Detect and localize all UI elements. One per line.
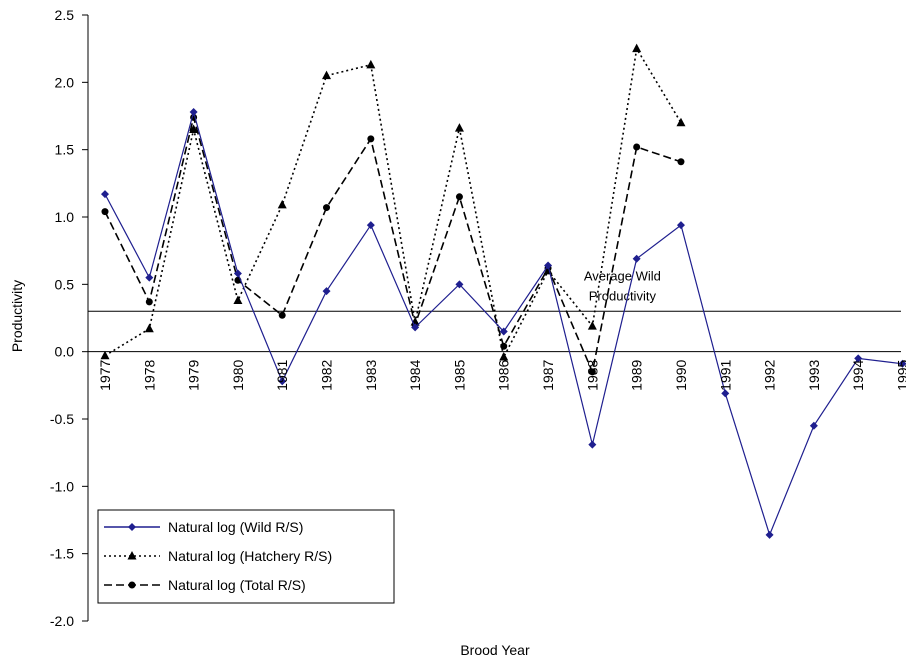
y-tick-label: -1.0 [50, 478, 74, 494]
x-tick-label: 1985 [451, 359, 467, 390]
legend: Natural log (Wild R/S) Natural log (Hatch… [97, 509, 395, 604]
x-axis-label: Brood Year [460, 642, 530, 658]
data-point [587, 321, 597, 330]
legend-box [97, 509, 395, 604]
x-tick-label: 1990 [673, 359, 689, 390]
data-point [189, 107, 198, 116]
data-point [898, 359, 906, 368]
data-point [500, 342, 508, 350]
data-point [145, 273, 154, 282]
series-line [104, 109, 903, 537]
y-tick-label: 0.5 [55, 276, 75, 292]
x-tick-label: 1983 [363, 359, 379, 390]
reference-line-label-line1: Average Wild [584, 268, 661, 283]
reference-line-label-line2: Productivity [589, 288, 657, 303]
x-tick-labels: 1977 1978 1979 1980 1981 1982 1983 1984 1985 1986… [97, 359, 906, 390]
data-point [765, 530, 774, 539]
y-tick-label: 2.5 [55, 7, 75, 23]
x-tick-label: 1986 [496, 359, 512, 390]
data-point [322, 70, 332, 80]
data-point [411, 323, 420, 332]
data-point [145, 298, 153, 306]
data-point [633, 143, 641, 151]
y-tick-label: -1.5 [50, 546, 74, 562]
x-tick-label: 1988 [584, 359, 600, 390]
legend-entry-label: Natural log (Hatchery R/S) [168, 548, 332, 564]
x-tick-label: 1994 [850, 359, 866, 390]
axes: 2.5 2.0 1.5 1.0 0.5 0.0 -0.5 -1.0 -1.5 -2.0 [50, 7, 901, 629]
data-point [100, 350, 110, 360]
legend-swatch-marker [128, 523, 136, 531]
data-point [277, 199, 287, 209]
y-tick-label: 0.0 [55, 344, 75, 360]
series-line [104, 46, 682, 360]
y-axis-label: Productivity [9, 280, 25, 352]
series-0 [101, 107, 906, 539]
data-point [676, 117, 686, 127]
data-point [366, 221, 375, 230]
x-tick-label: 1987 [540, 359, 556, 390]
x-tick-label: 1995 [894, 359, 906, 390]
y-tick-label: 1.5 [55, 142, 75, 158]
data-point [499, 327, 508, 336]
data-point [499, 352, 509, 361]
x-tick-label: 1992 [762, 359, 778, 390]
reference-line-group: Average Wild Productivity [88, 268, 901, 312]
x-tick-label: 1977 [97, 359, 113, 390]
series-1 [100, 43, 686, 361]
data-point [101, 208, 109, 216]
x-tick-label: 1989 [629, 359, 645, 390]
data-point [588, 440, 597, 449]
data-point [454, 123, 464, 132]
data-point [854, 354, 863, 363]
x-tick-label: 1979 [186, 359, 202, 390]
data-point [544, 261, 553, 270]
data-point [367, 135, 375, 143]
data-point [322, 287, 331, 296]
data-point [366, 59, 376, 69]
y-tick-label: 1.0 [55, 209, 75, 225]
series-line [104, 117, 682, 375]
legend-swatch-marker [128, 581, 136, 589]
data-point [455, 280, 464, 289]
x-tick-label: 1980 [230, 359, 246, 390]
data-point [144, 323, 154, 333]
data-point [233, 295, 243, 304]
data-point [676, 221, 685, 230]
data-point [233, 269, 242, 278]
data-point [323, 204, 331, 212]
x-tick-label: 1993 [806, 359, 822, 390]
data-point [455, 193, 463, 201]
data-point [278, 311, 286, 319]
data-point [809, 421, 818, 430]
data-point [101, 190, 109, 199]
data-point [189, 124, 199, 133]
data-point [721, 389, 730, 398]
data-point [278, 377, 287, 386]
y-tick-label: 2.0 [55, 74, 75, 90]
y-tick-label: -0.5 [50, 411, 74, 427]
data-point [588, 368, 596, 376]
legend-entry-label: Natural log (Total R/S) [168, 577, 306, 593]
data-point [632, 43, 642, 53]
series-lines [100, 43, 906, 539]
legend-entry-label: Natural log (Wild R/S) [168, 519, 303, 535]
x-tick-label: 1991 [717, 359, 733, 390]
x-tick-label: 1984 [407, 359, 423, 390]
x-tick-label: 1981 [274, 359, 290, 390]
x-tick-label: 1982 [319, 359, 335, 390]
data-point [677, 158, 685, 166]
x-tick-label: 1978 [141, 359, 157, 390]
y-tick-label: -2.0 [50, 613, 74, 629]
data-point [632, 254, 641, 263]
legend-swatch-marker [127, 551, 137, 560]
